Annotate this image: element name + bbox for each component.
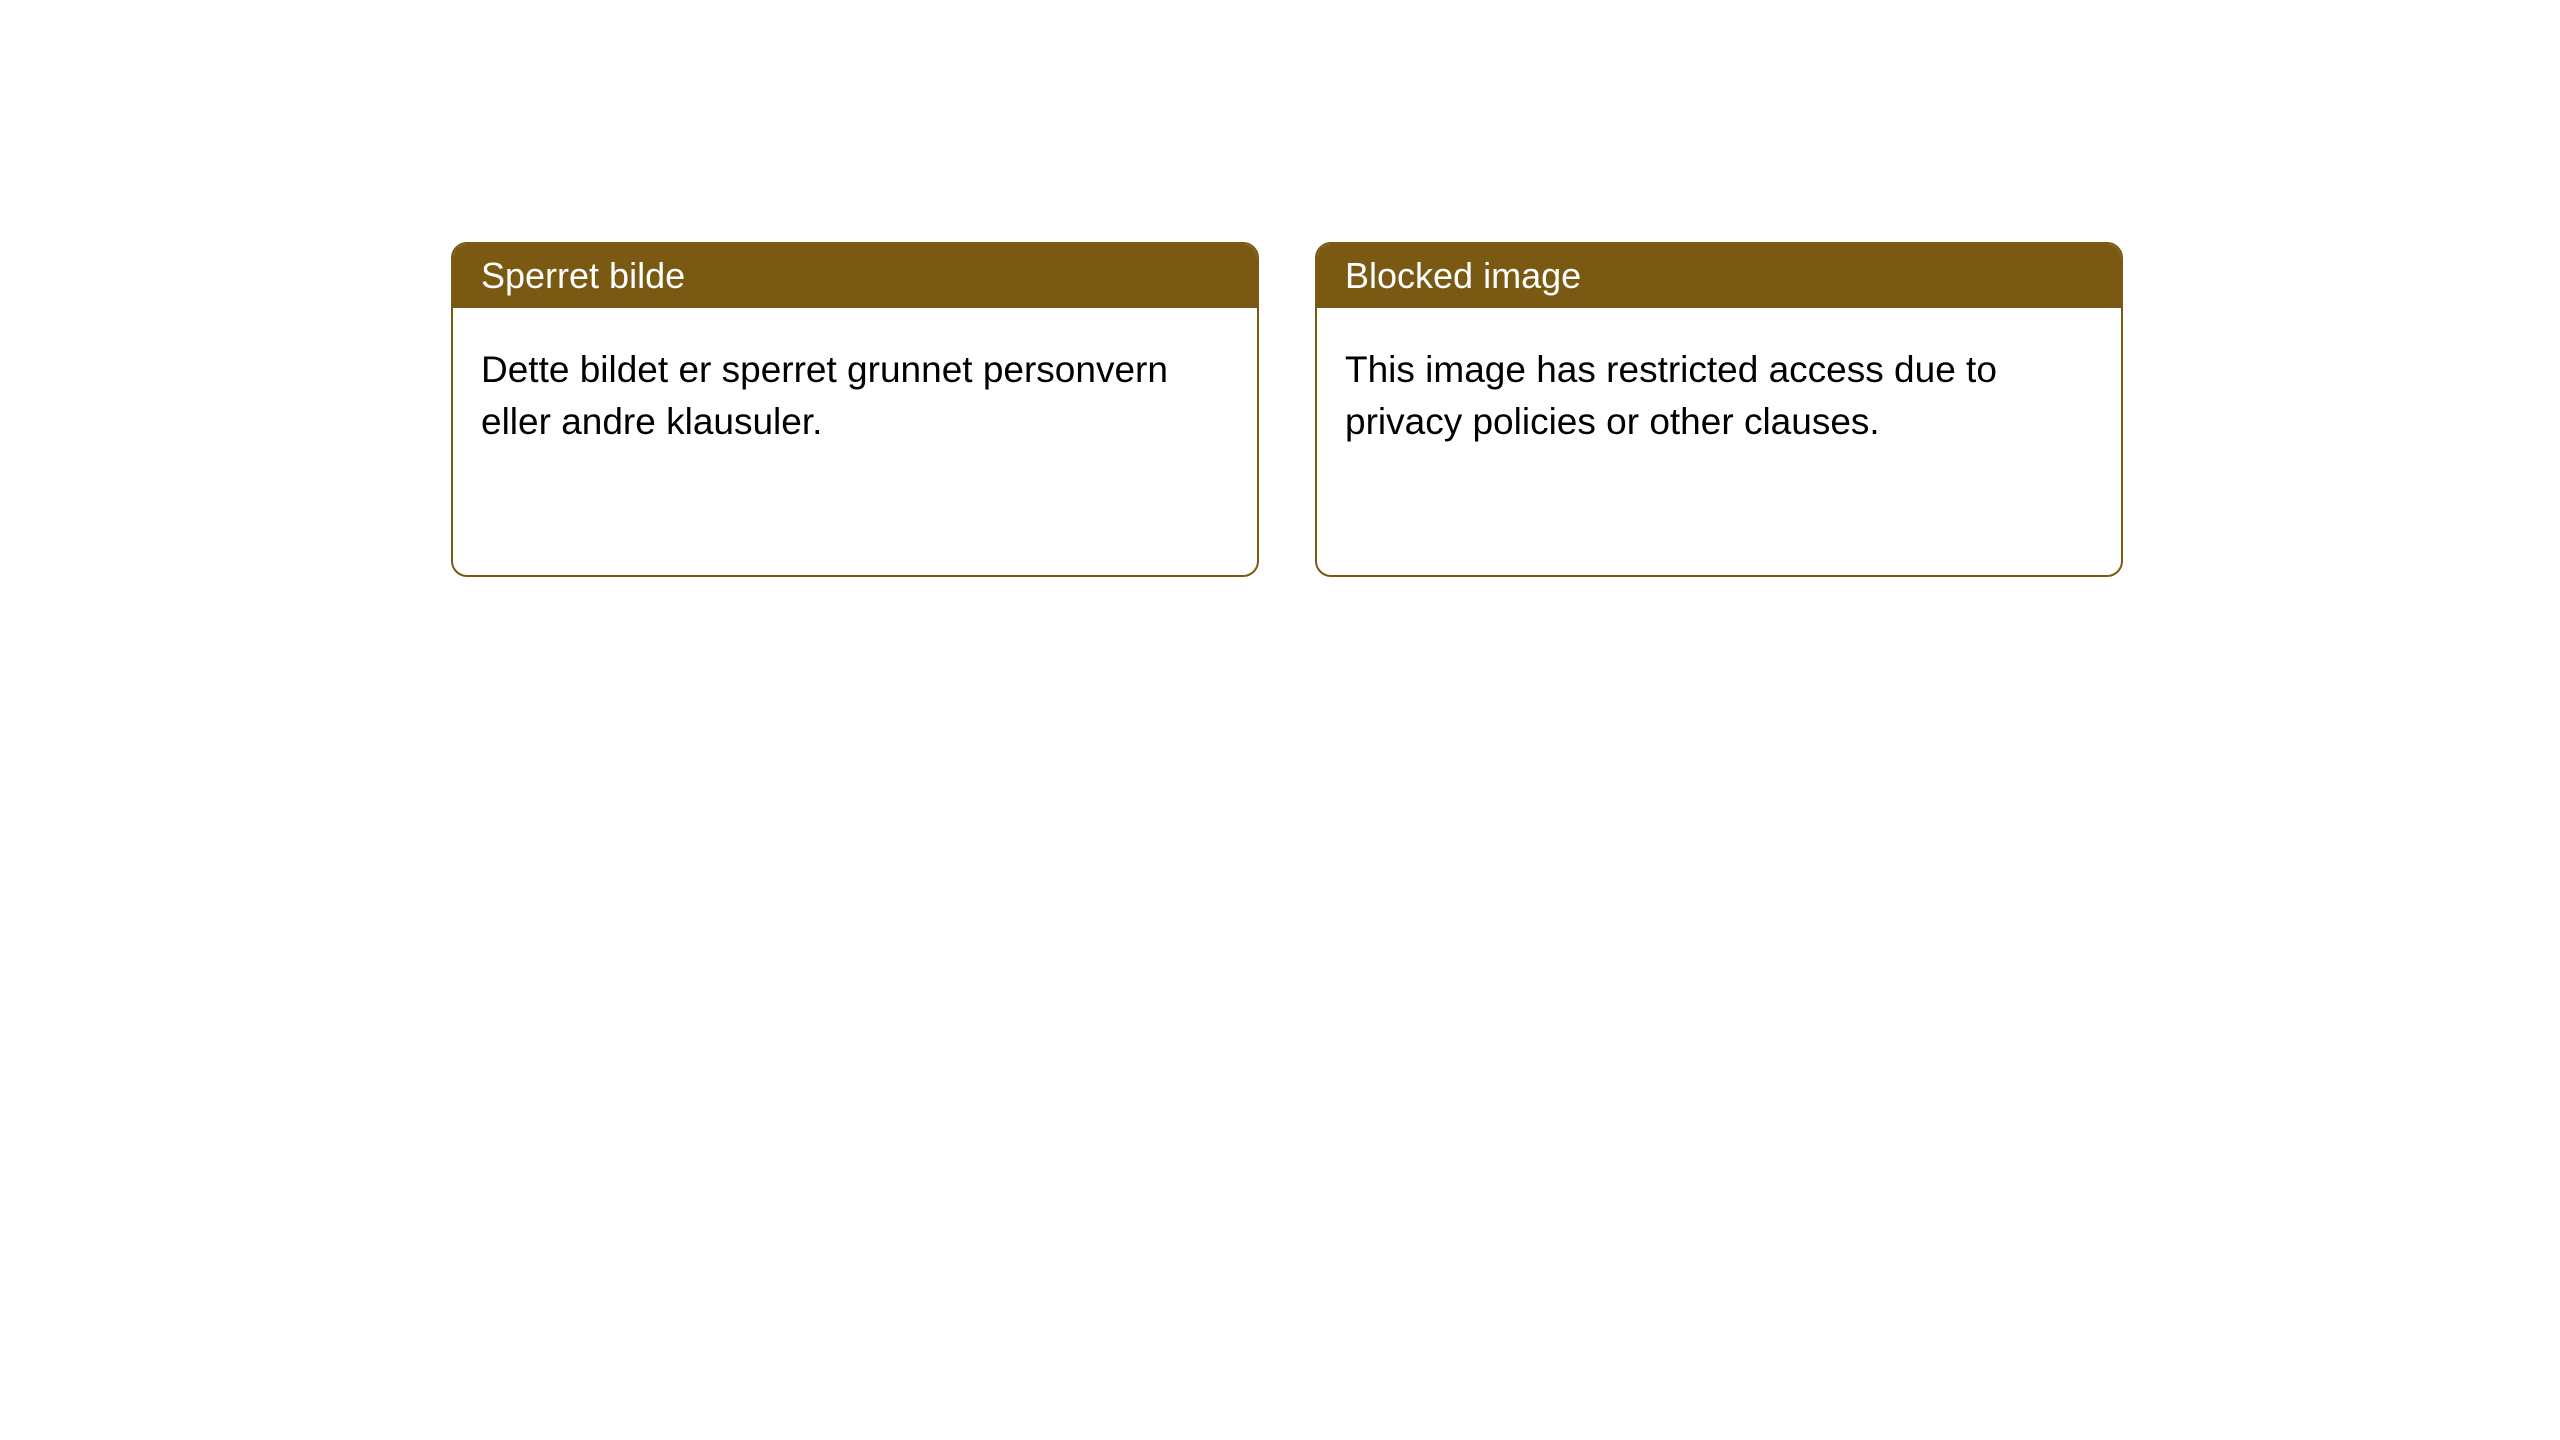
card-header: Sperret bilde xyxy=(453,244,1257,308)
notice-cards-container: Sperret bilde Dette bildet er sperret gr… xyxy=(451,242,2123,577)
card-title: Blocked image xyxy=(1345,255,1581,296)
card-title: Sperret bilde xyxy=(481,255,685,296)
card-header: Blocked image xyxy=(1317,244,2121,308)
card-body: Dette bildet er sperret grunnet personve… xyxy=(453,308,1257,484)
card-body: This image has restricted access due to … xyxy=(1317,308,2121,484)
blocked-image-card-norwegian: Sperret bilde Dette bildet er sperret gr… xyxy=(451,242,1259,577)
blocked-image-card-english: Blocked image This image has restricted … xyxy=(1315,242,2123,577)
card-body-text: This image has restricted access due to … xyxy=(1345,349,1997,442)
card-body-text: Dette bildet er sperret grunnet personve… xyxy=(481,349,1168,442)
